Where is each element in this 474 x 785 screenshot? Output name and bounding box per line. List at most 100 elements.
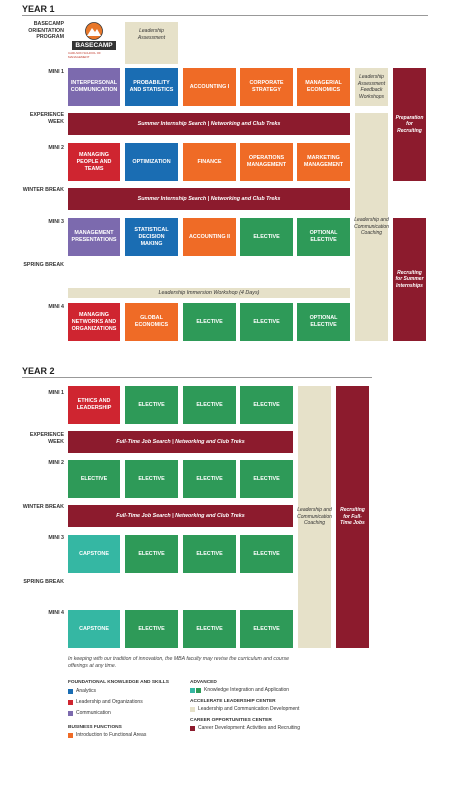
course-y2-mini1-elective-2: ELECTIVE bbox=[183, 386, 236, 424]
course-global-economics: GLOBAL ECONOMICS bbox=[125, 303, 178, 341]
course-managerial-economics: MANAGERIAL ECONOMICS bbox=[297, 68, 350, 106]
y2-label-mini4: MINI 4 bbox=[48, 610, 64, 616]
mountain-emblem-icon bbox=[85, 22, 103, 40]
y2-label-mini2: MINI 2 bbox=[48, 460, 64, 466]
logo-tagline: CARLSON SCHOOL OF MANAGEMENT bbox=[68, 51, 101, 59]
y2-leadership-coaching: Leadership and Communication Coaching bbox=[297, 386, 332, 648]
career-swatch bbox=[190, 725, 195, 731]
leadership-dev-swatch bbox=[190, 706, 195, 712]
orientation-label: BASECAMP ORIENTATION PROGRAM bbox=[28, 21, 64, 40]
y1-label-mini4: MINI 4 bbox=[48, 304, 64, 310]
legend-leadership-org-label: Leadership and Organizations bbox=[76, 699, 143, 705]
course-management-presentations: MANAGEMENT PRESENTATIONS bbox=[68, 218, 120, 256]
legend-leadership-org: Leadership and Organizations bbox=[68, 699, 178, 705]
course-y2-mini2-elective-2: ELECTIVE bbox=[125, 460, 178, 498]
course-interpersonal-communication: INTERPERSONAL COMMUNICATION bbox=[68, 68, 120, 106]
legend-analytics-label: Analytics bbox=[76, 688, 97, 694]
course-y2-mini3-elective-2: ELECTIVE bbox=[183, 535, 236, 573]
legend-leadership-dev: Leadership and Communication Development bbox=[190, 706, 340, 712]
legend-foundational-title: FOUNDATIONAL KNOWLEDGE AND SKILLS bbox=[68, 680, 169, 685]
recruiting-summer-internships: Recruiting for Summer Internships bbox=[393, 218, 426, 341]
course-y2-mini4-elective-1: ELECTIVE bbox=[125, 610, 178, 648]
legend-communication-label: Communication bbox=[76, 710, 111, 716]
course-y1-mini3-elective: ELECTIVE bbox=[240, 218, 293, 256]
legend-leadership-dev-label: Leadership and Communication Development bbox=[198, 706, 300, 712]
legend-accelerate-title: ACCELERATE LEADERSHIP CENTER bbox=[190, 699, 276, 704]
legend-advanced-title: ADVANCED bbox=[190, 680, 217, 685]
course-managing-people-teams: MANAGING PEOPLE AND TEAMS bbox=[68, 143, 120, 181]
course-y2-mini4-capstone: CAPSTONE bbox=[68, 610, 120, 648]
legend-analytics: Analytics bbox=[68, 688, 178, 694]
legend-intro-functional-label: Introduction to Functional Areas bbox=[76, 732, 147, 738]
advanced-teal-swatch bbox=[190, 687, 195, 693]
year1-title: YEAR 1 bbox=[22, 4, 55, 14]
y2-experience-band: Full-Time Job Search | Networking and Cl… bbox=[68, 431, 293, 453]
y2-label-mini3: MINI 3 bbox=[48, 535, 64, 541]
legend-communication: Communication bbox=[68, 710, 178, 716]
y2-label-winter-break: WINTER BREAK bbox=[22, 504, 64, 510]
course-y2-mini1-elective-1: ELECTIVE bbox=[125, 386, 178, 424]
year1-divider bbox=[22, 15, 428, 16]
course-y1-mini4-elective-2: ELECTIVE bbox=[240, 303, 293, 341]
y2-label-mini1: MINI 1 bbox=[48, 390, 64, 396]
y1-label-mini2: MINI 2 bbox=[48, 145, 64, 151]
course-y2-mini2-elective-3: ELECTIVE bbox=[183, 460, 236, 498]
course-y1-mini4-optional-elective: OPTIONAL ELECTIVE bbox=[297, 303, 350, 341]
course-y2-mini1-elective-3: ELECTIVE bbox=[240, 386, 293, 424]
preparation-for-recruiting: Preparation for Recruiting bbox=[393, 68, 426, 181]
course-probability-statistics: PROBABILITY AND STATISTICS bbox=[125, 68, 178, 106]
course-y2-mini2-elective-4: ELECTIVE bbox=[240, 460, 293, 498]
legend-career-dev: Career Development: Activities and Recru… bbox=[190, 725, 340, 731]
legend-career-title: CAREER OPPORTUNITIES CENTER bbox=[190, 718, 272, 723]
course-ethics-leadership: ETHICS AND LEADERSHIP bbox=[68, 386, 120, 424]
course-y1-mini3-optional-elective: OPTIONAL ELECTIVE bbox=[297, 218, 350, 256]
curriculum-footnote: In keeping with our tradition of innovat… bbox=[68, 656, 289, 669]
y1-label-experience-week: EXPERIENCE WEEK bbox=[29, 112, 64, 125]
analytics-swatch bbox=[68, 688, 73, 694]
year2-divider bbox=[22, 377, 372, 378]
course-corporate-strategy: CORPORATE STRATEGY bbox=[240, 68, 293, 106]
legend-knowledge-integration: Knowledge Integration and Application bbox=[190, 687, 340, 693]
y2-label-spring-break: SPRING BREAK bbox=[23, 579, 64, 585]
leadership-immersion-band: Leadership Immersion Workshop (4 Days) bbox=[68, 288, 350, 298]
y2-winter-band: Full-Time Job Search | Networking and Cl… bbox=[68, 505, 293, 527]
y1-label-mini1: MINI 1 bbox=[48, 69, 64, 75]
y1-experience-band: Summer Internship Search | Networking an… bbox=[68, 113, 350, 135]
course-marketing-management: MARKETING MANAGEMENT bbox=[297, 143, 350, 181]
y1-label-spring-break: SPRING BREAK bbox=[23, 262, 64, 268]
course-y2-mini4-elective-3: ELECTIVE bbox=[240, 610, 293, 648]
logo-wordmark: BASECAMP bbox=[72, 41, 116, 50]
course-finance: FINANCE bbox=[183, 143, 236, 181]
course-y2-mini3-capstone: CAPSTONE bbox=[68, 535, 120, 573]
course-managing-networks-organizations: MANAGING NETWORKS AND ORGANIZATIONS bbox=[68, 303, 120, 341]
course-y1-mini4-elective-1: ELECTIVE bbox=[183, 303, 236, 341]
legend-business-title: BUSINESS FUNCTIONS bbox=[68, 725, 122, 730]
legend-intro-functional: Introduction to Functional Areas bbox=[68, 732, 178, 738]
basecamp-logo: BASECAMP CARLSON SCHOOL OF MANAGEMENT bbox=[68, 22, 120, 64]
course-y2-mini3-elective-1: ELECTIVE bbox=[125, 535, 178, 573]
legend-left: FOUNDATIONAL KNOWLEDGE AND SKILLS Analyt… bbox=[68, 680, 178, 738]
course-y2-mini2-elective-1: ELECTIVE bbox=[68, 460, 120, 498]
course-statistical-decision-making: STATISTICAL DECISION MAKING bbox=[125, 218, 178, 256]
y1-label-winter-break: WINTER BREAK bbox=[22, 187, 64, 193]
communication-swatch bbox=[68, 710, 73, 716]
recruiting-full-time-jobs: Recruiting for Full-Time Jobs bbox=[336, 386, 369, 648]
course-accounting-ii: ACCOUNTING II bbox=[183, 218, 236, 256]
course-y2-mini4-elective-2: ELECTIVE bbox=[183, 610, 236, 648]
leadership-org-swatch bbox=[68, 699, 73, 705]
y1-label-mini3: MINI 3 bbox=[48, 219, 64, 225]
legend-knowledge-integration-label: Knowledge Integration and Application bbox=[204, 687, 290, 693]
year2-title: YEAR 2 bbox=[22, 366, 55, 376]
y1-winter-band: Summer Internship Search | Networking an… bbox=[68, 188, 350, 210]
course-operations-management: OPERATIONS MANAGEMENT bbox=[240, 143, 293, 181]
legend-career-dev-label: Career Development: Activities and Recru… bbox=[198, 725, 300, 731]
course-accounting-i: ACCOUNTING I bbox=[183, 68, 236, 106]
feedback-workshops: Leadership Assessment Feedback Workshops bbox=[355, 68, 388, 106]
leadership-assessment: Leadership Assessment bbox=[125, 22, 178, 64]
advanced-swatch bbox=[196, 687, 201, 693]
course-optimization: OPTIMIZATION bbox=[125, 143, 178, 181]
legend-right: ADVANCED Knowledge Integration and Appli… bbox=[190, 680, 340, 731]
y1-leadership-coaching: Leadership and Communication Coaching bbox=[354, 113, 389, 341]
course-y2-mini3-elective-3: ELECTIVE bbox=[240, 535, 293, 573]
y2-label-experience-week: EXPERIENCE WEEK bbox=[29, 432, 64, 445]
